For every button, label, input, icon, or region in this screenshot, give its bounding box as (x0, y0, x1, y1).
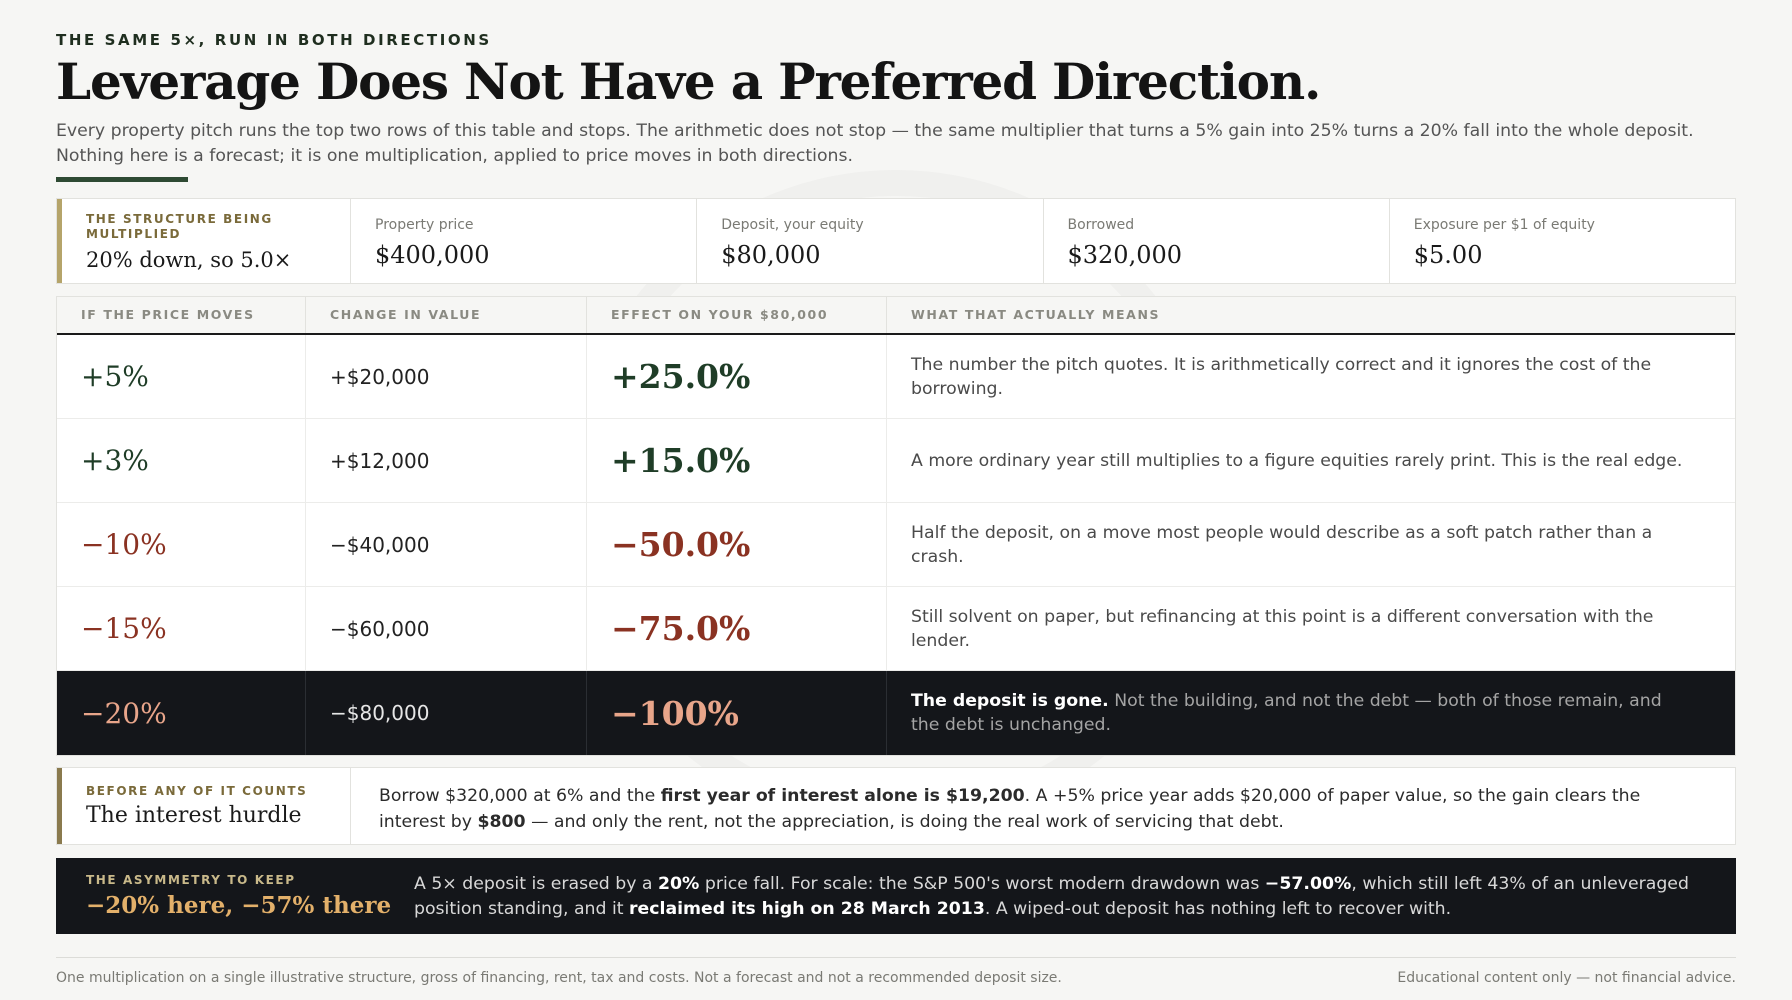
text-emphasis: first year of interest alone is $19,200 (660, 786, 1025, 806)
value-change: −$80,000 (330, 701, 430, 725)
text-emphasis: $800 (477, 812, 526, 832)
asymmetry-label: THE ASYMMETRY TO KEEP (86, 873, 296, 887)
equity-effect: −50.0% (611, 525, 751, 564)
text-emphasis: reclaimed its high on 28 March 2013 (629, 899, 985, 919)
column-header: CHANGE IN VALUE (306, 297, 587, 333)
footer-disclaimer: Educational content only — not financial… (1397, 970, 1736, 986)
equity-effect: −75.0% (611, 609, 751, 648)
price-move: −15% (81, 612, 167, 645)
meaning: The deposit is gone. Not the building, a… (911, 689, 1695, 737)
structure-lead: THE STRUCTURE BEING MULTIPLIED 20% down,… (57, 199, 351, 283)
stat-value: $80,000 (721, 241, 821, 269)
text-run: — and only the rent, not the appreciatio… (525, 812, 1284, 832)
meaning: The number the pitch quotes. It is arith… (911, 354, 1652, 399)
stat-value: $320,000 (1067, 241, 1183, 269)
equity-effect: −100% (611, 693, 739, 733)
asymmetry-title: −20% here, −57% there (86, 892, 392, 919)
value-change: −$60,000 (330, 616, 430, 641)
price-move: +5% (81, 360, 149, 393)
stat-label: Borrowed (1067, 217, 1135, 233)
stat-label: Deposit, your equity (721, 217, 864, 233)
text-run: A 5× deposit is erased by a (414, 874, 658, 894)
price-move: +3% (81, 444, 149, 477)
text-emphasis: 20% (658, 874, 700, 894)
dek: Every property pitch runs the top two ro… (56, 121, 1694, 166)
meaning-rest: Not the building, and not the debt — bot… (911, 691, 1662, 735)
value-change: +$20,000 (330, 364, 430, 389)
meaning: Half the deposit, on a move most people … (911, 522, 1653, 567)
stat-label: Exposure per $1 of equity (1413, 217, 1595, 233)
hurdle-lead: BEFORE ANY OF IT COUNTS The interest hur… (57, 768, 351, 844)
column-header: IF THE PRICE MOVES (57, 297, 306, 333)
asymmetry-text: A 5× deposit is erased by a 20% price fa… (414, 858, 1736, 934)
table-row: +5% +$20,000 +25.0% The number the pitch… (57, 335, 1735, 419)
stat-deposit: Deposit, your equity $80,000 (697, 199, 1044, 283)
stat-label: Property price (375, 217, 474, 233)
text-run: , which still left 43% of an unleveraged… (414, 874, 1689, 919)
stat-borrowed: Borrowed $320,000 (1044, 199, 1390, 283)
hurdle-text: Borrow $320,000 at 6% and the first year… (351, 768, 1735, 844)
footer-note: One multiplication on a single illustrat… (56, 970, 1062, 986)
hurdle-title: The interest hurdle (86, 803, 302, 828)
stat-value: $400,000 (375, 241, 490, 269)
price-move: −20% (81, 696, 167, 730)
structure-strip: THE STRUCTURE BEING MULTIPLIED 20% down,… (56, 198, 1736, 284)
text-run: . A +5% price year adds $20,000 of paper… (379, 786, 1641, 832)
text-run: . A wiped-out deposit has nothing left t… (984, 899, 1452, 919)
leverage-table: IF THE PRICE MOVES CHANGE IN VALUE EFFEC… (56, 296, 1736, 756)
equity-effect: +25.0% (611, 357, 751, 396)
meaning: Still solvent on paper, but refinancing … (911, 606, 1654, 651)
column-header: WHAT THAT ACTUALLY MEANS (911, 307, 1161, 322)
table-row: −15% −$60,000 −75.0% Still solvent on pa… (57, 587, 1735, 671)
column-header: EFFECT ON YOUR $80,000 (587, 297, 887, 333)
structure-label: THE STRUCTURE BEING MULTIPLIED (86, 212, 273, 241)
accent-rule (56, 177, 188, 182)
table-row: +3% +$12,000 +15.0% A more ordinary year… (57, 419, 1735, 503)
table-row: −10% −$40,000 −50.0% Half the deposit, o… (57, 503, 1735, 587)
text-emphasis: −57.00% (1264, 874, 1352, 894)
footer-divider (56, 957, 1736, 958)
structure-value: 20% down, so 5.0× (86, 248, 292, 272)
price-move: −10% (81, 528, 167, 561)
stat-value: $5.00 (1413, 241, 1483, 269)
table-header: IF THE PRICE MOVES CHANGE IN VALUE EFFEC… (57, 297, 1735, 335)
kicker: THE SAME 5×, RUN IN BOTH DIRECTIONS (56, 31, 492, 49)
value-change: +$12,000 (330, 448, 430, 473)
asymmetry-panel: THE ASYMMETRY TO KEEP −20% here, −57% th… (56, 858, 1736, 934)
text-run: Borrow $320,000 at 6% and the (379, 786, 661, 806)
interest-hurdle-panel: BEFORE ANY OF IT COUNTS The interest hur… (56, 767, 1736, 845)
text-run: price fall. For scale: the S&P 500's wor… (699, 874, 1265, 894)
stat-property-price: Property price $400,000 (351, 199, 698, 283)
equity-effect: +15.0% (611, 441, 751, 480)
meaning: A more ordinary year still multiplies to… (911, 450, 1683, 471)
value-change: −$40,000 (330, 532, 430, 557)
stat-exposure: Exposure per $1 of equity $5.00 (1390, 199, 1735, 283)
table-row-wipeout: −20% −$80,000 −100% The deposit is gone.… (57, 671, 1735, 755)
page-title: Leverage Does Not Have a Preferred Direc… (56, 52, 1321, 111)
asymmetry-lead: THE ASYMMETRY TO KEEP −20% here, −57% th… (56, 858, 414, 934)
hurdle-label: BEFORE ANY OF IT COUNTS (86, 784, 308, 798)
meaning-emphasis: The deposit is gone. (911, 691, 1109, 711)
